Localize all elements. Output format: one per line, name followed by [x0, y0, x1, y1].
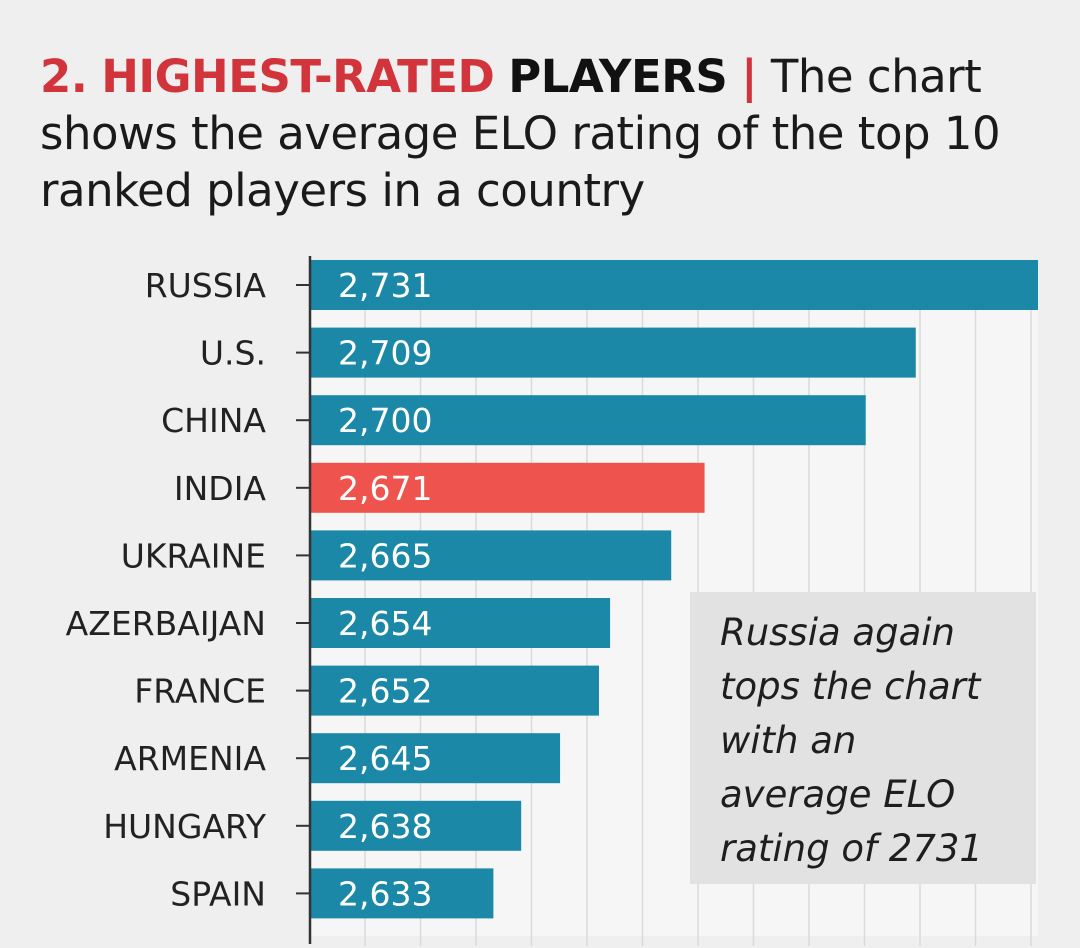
bar-spain: [310, 868, 494, 919]
category-label: CHINA: [161, 401, 266, 440]
value-label: 2,671: [338, 469, 432, 508]
bar-armenia: [310, 733, 561, 784]
category-label: AZERBAIJAN: [66, 604, 266, 643]
value-label: 2,709: [338, 334, 432, 373]
value-label: 2,654: [338, 604, 432, 643]
value-label: 2,633: [338, 874, 432, 913]
headline-description: The chart shows the average ELO rating o…: [40, 50, 1001, 217]
bar-hungary: [310, 800, 522, 851]
value-label: 2,731: [338, 266, 432, 305]
category-label: INDIA: [174, 469, 267, 508]
headline-separator: |: [741, 50, 758, 103]
value-label: 2,638: [338, 807, 432, 846]
bar-azerbaijan: [310, 598, 611, 648]
bar-china: [310, 395, 866, 446]
category-label: SPAIN: [170, 874, 266, 913]
bar-ukraine: [310, 530, 672, 581]
value-label: 2,700: [338, 401, 432, 440]
annotation-box: Russia again tops the chart with an aver…: [690, 592, 1036, 884]
headline-number: 2.: [40, 50, 88, 103]
bar-france: [310, 665, 599, 716]
headline-keyword-red: HIGHEST-RATED: [101, 50, 495, 103]
value-label: 2,652: [338, 672, 432, 711]
value-label: 2,665: [338, 536, 432, 575]
bar-russia: [310, 260, 1038, 310]
annotation-text: Russia again tops the chart with an aver…: [720, 611, 983, 870]
bar-india: [310, 462, 705, 513]
chart-headline: 2. HIGHEST-RATED PLAYERS | The chart sho…: [40, 48, 1060, 219]
category-label: UKRAINE: [121, 536, 266, 575]
value-label: 2,645: [338, 739, 432, 778]
category-label: RUSSIA: [145, 266, 267, 305]
category-label: HUNGARY: [103, 807, 267, 846]
bar-us: [310, 327, 916, 378]
category-label: FRANCE: [134, 672, 266, 711]
category-label: U.S.: [200, 334, 266, 373]
category-label: ARMENIA: [114, 739, 266, 778]
headline-keyword-black: PLAYERS: [508, 50, 728, 103]
